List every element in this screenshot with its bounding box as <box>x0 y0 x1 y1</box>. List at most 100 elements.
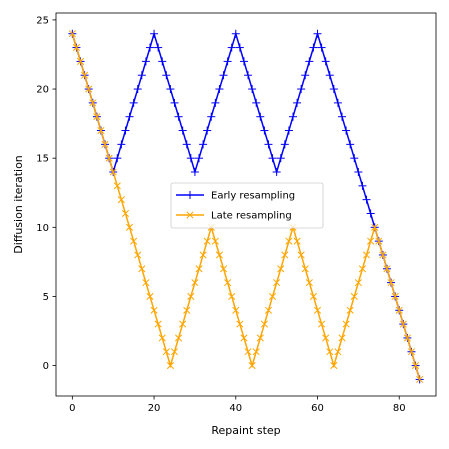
x-axis-label: Repaint step <box>211 424 280 437</box>
data-point <box>301 265 309 273</box>
legend-marker <box>186 191 194 199</box>
data-point <box>145 43 154 52</box>
data-point <box>211 98 220 107</box>
data-point <box>338 334 346 342</box>
data-point <box>256 112 265 121</box>
data-point <box>170 98 179 107</box>
data-point <box>383 265 391 273</box>
data-point <box>293 98 302 107</box>
data-point <box>334 348 342 356</box>
data-point <box>346 140 355 149</box>
data-point <box>191 279 199 287</box>
data-point <box>179 320 187 328</box>
data-point <box>239 57 248 66</box>
data-point <box>117 140 126 149</box>
data-point <box>240 334 248 342</box>
data-point <box>190 168 199 177</box>
data-point <box>76 57 85 65</box>
data-point <box>305 57 314 66</box>
data-point <box>117 196 125 204</box>
data-point <box>236 320 244 328</box>
data-point <box>412 362 420 370</box>
legend-item: Early resampling <box>176 191 295 202</box>
data-point <box>260 126 269 135</box>
data-point <box>85 85 93 93</box>
data-point <box>330 362 338 370</box>
y-tick-label: 0 <box>43 361 49 372</box>
data-point <box>333 98 342 107</box>
data-point <box>252 348 260 356</box>
data-point <box>338 112 347 121</box>
data-point <box>121 209 130 218</box>
data-point <box>154 43 163 52</box>
data-point <box>228 292 236 301</box>
data-point <box>150 29 159 38</box>
data-point <box>121 126 130 135</box>
data-point <box>285 237 293 245</box>
series-line <box>71 33 421 380</box>
legend-box <box>170 182 324 229</box>
y-tick-label: 10 <box>36 223 49 234</box>
legend-label: Late resampling <box>211 211 292 222</box>
data-point <box>293 237 301 245</box>
data-point <box>273 279 281 287</box>
data-point <box>232 306 240 314</box>
data-point <box>350 154 359 163</box>
data-point <box>318 320 326 328</box>
data-point <box>260 320 268 328</box>
data-point <box>288 112 297 121</box>
data-point <box>223 57 232 66</box>
data-point <box>309 43 318 52</box>
legend: Early resampling Late resampling <box>170 182 324 229</box>
data-point <box>358 265 367 273</box>
data-point <box>89 99 97 107</box>
x-axis-ticks: 0 20 40 60 80 <box>69 396 406 414</box>
data-point <box>97 126 105 135</box>
data-point <box>162 71 171 80</box>
data-point <box>317 43 326 52</box>
data-point <box>199 140 208 149</box>
data-point <box>183 306 191 314</box>
x-tick-label: 20 <box>148 403 161 414</box>
data-point <box>268 154 277 163</box>
data-point <box>367 237 375 245</box>
data-point <box>375 237 383 245</box>
data-point <box>248 362 256 370</box>
data-point <box>224 279 232 287</box>
data-point <box>269 292 277 301</box>
data-point <box>203 126 212 135</box>
data-point <box>138 265 146 273</box>
data-point <box>305 279 313 287</box>
data-point <box>354 168 363 177</box>
legend-label: Early resampling <box>211 191 295 202</box>
data-point <box>215 85 224 94</box>
data-point <box>175 334 183 342</box>
data-point <box>187 292 195 301</box>
data-point <box>142 279 150 287</box>
data-point <box>215 251 223 259</box>
data-point <box>297 251 305 259</box>
data-point <box>321 57 330 66</box>
data-point <box>203 237 211 245</box>
data-point <box>358 181 367 190</box>
data-point <box>81 71 89 79</box>
data-point <box>211 237 219 245</box>
data-point <box>219 71 228 80</box>
data-point <box>109 168 117 176</box>
data-point <box>326 348 334 356</box>
data-point <box>150 306 158 314</box>
y-tick-label: 20 <box>36 85 49 96</box>
data-point <box>195 154 204 163</box>
data-point <box>166 85 175 94</box>
data-point <box>101 140 109 148</box>
data-point <box>297 85 306 94</box>
data-point <box>146 292 154 301</box>
data-point <box>313 29 322 38</box>
data-point <box>354 279 362 287</box>
plot-area <box>68 29 424 384</box>
data-point <box>68 30 76 38</box>
axes-frame <box>55 12 437 397</box>
data-point <box>407 348 416 356</box>
data-point <box>391 292 399 301</box>
legend-marker <box>186 211 194 219</box>
